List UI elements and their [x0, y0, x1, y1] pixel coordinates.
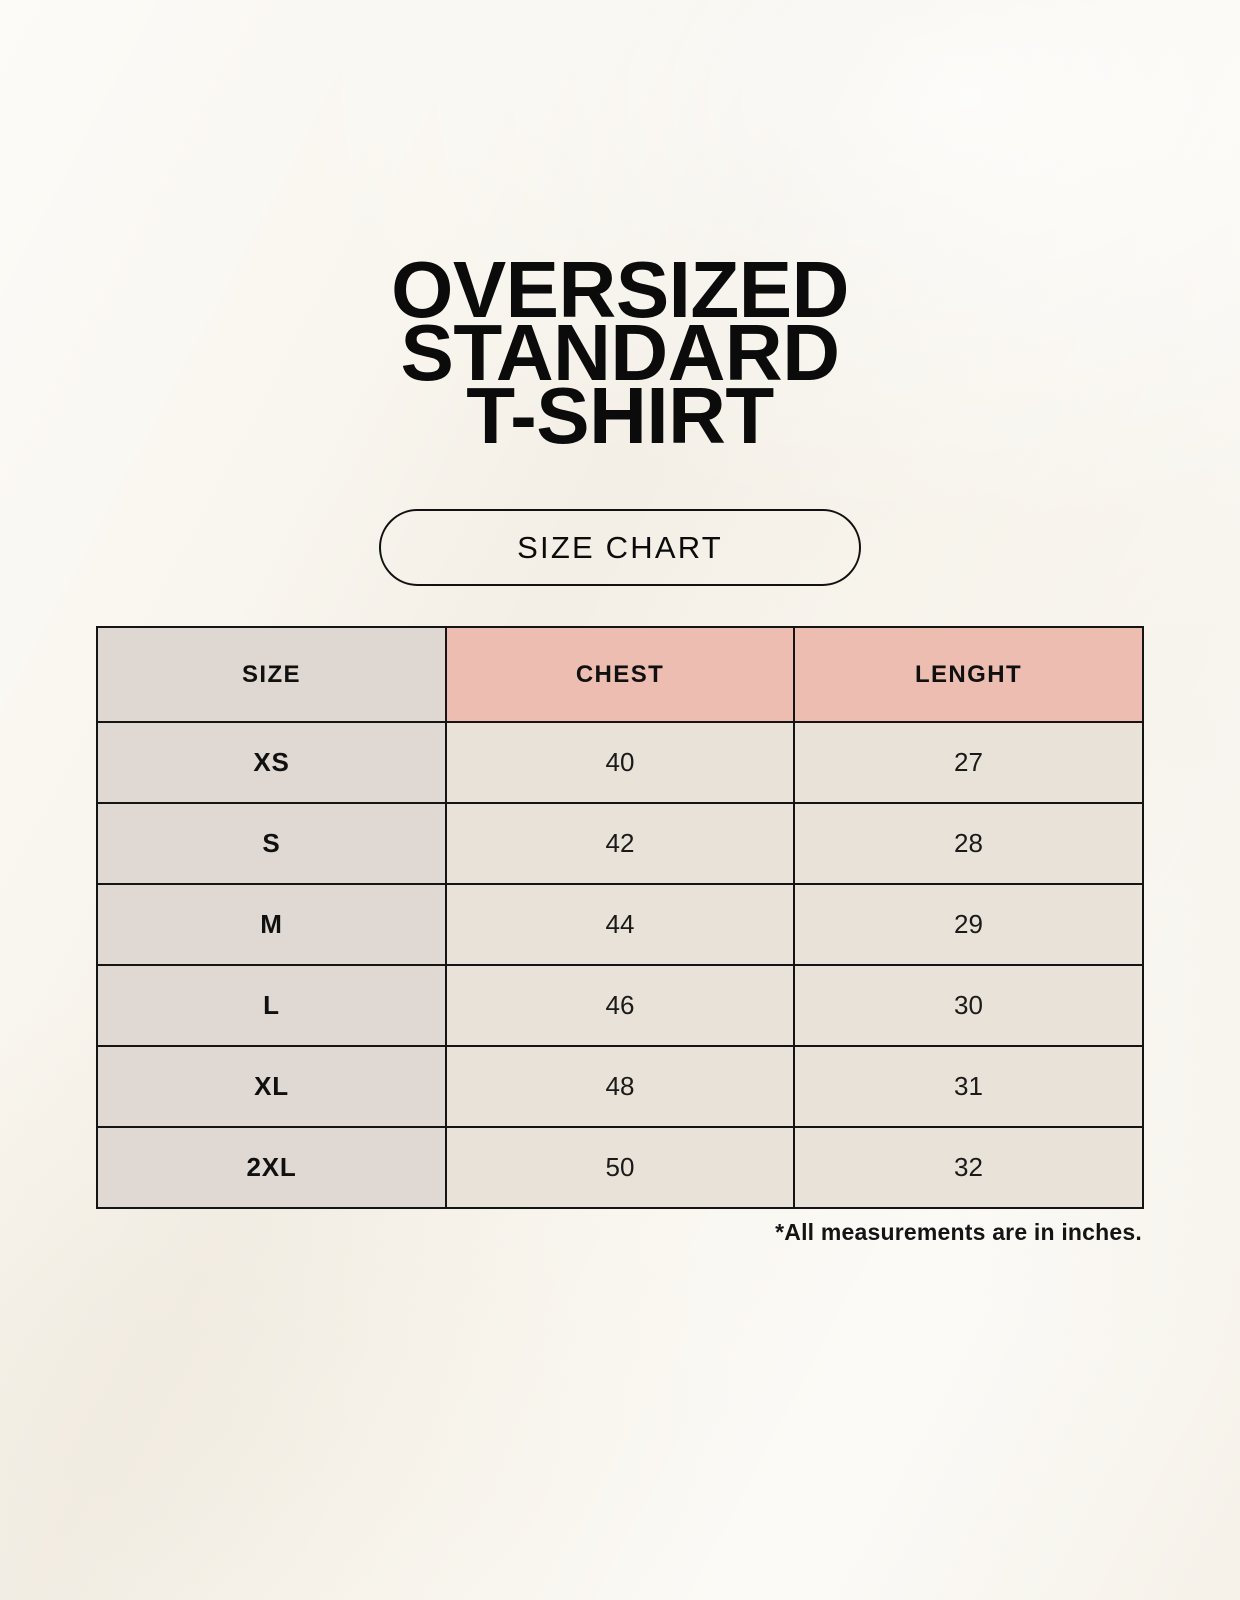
table-row: XS 40 27	[96, 721, 1144, 804]
column-header-size: SIZE	[96, 626, 447, 723]
table-row: 2XL 50 32	[96, 1126, 1144, 1209]
cell-length: 29	[793, 883, 1144, 966]
size-chart-badge-container: SIZE CHART	[0, 509, 1240, 586]
cell-size: XS	[96, 721, 447, 804]
cell-chest: 44	[445, 883, 795, 966]
table-row: S 42 28	[96, 802, 1144, 885]
measurements-footnote: *All measurements are in inches.	[775, 1219, 1142, 1245]
page-title: OVERSIZED STANDARD T-SHIRT	[0, 245, 1240, 460]
size-table-header: SIZE CHEST LENGHT	[96, 626, 1144, 723]
table-row: M 44 29	[96, 883, 1144, 966]
column-header-chest: CHEST	[445, 626, 795, 723]
cell-size: XL	[96, 1045, 447, 1128]
size-table-body: XS 40 27 S 42 28 M 44 29 L 46 30	[96, 721, 1144, 1209]
cell-chest: 46	[445, 964, 795, 1047]
cell-length: 30	[793, 964, 1144, 1047]
title-line-3: T-SHIRT	[466, 371, 774, 460]
cell-size: M	[96, 883, 447, 966]
cell-chest: 42	[445, 802, 795, 885]
cell-size: S	[96, 802, 447, 885]
cell-chest: 40	[445, 721, 795, 804]
table-header-row: SIZE CHEST LENGHT	[96, 626, 1144, 723]
table-row: L 46 30	[96, 964, 1144, 1047]
cell-length: 27	[793, 721, 1144, 804]
column-header-length: LENGHT	[793, 626, 1144, 723]
size-table: SIZE CHEST LENGHT XS 40 27 S 42 28 M	[96, 626, 1144, 1209]
size-chart-badge: SIZE CHART	[379, 509, 861, 586]
cell-length: 31	[793, 1045, 1144, 1128]
cell-length: 28	[793, 802, 1144, 885]
cell-chest: 50	[445, 1126, 795, 1209]
cell-size: 2XL	[96, 1126, 447, 1209]
cell-length: 32	[793, 1126, 1144, 1209]
title-line-1: OVERSIZED	[391, 245, 849, 334]
cell-size: L	[96, 964, 447, 1047]
size-table-container: SIZE CHEST LENGHT XS 40 27 S 42 28 M	[96, 626, 1144, 1209]
table-row: XL 48 31	[96, 1045, 1144, 1128]
cell-chest: 48	[445, 1045, 795, 1128]
title-line-2: STANDARD	[400, 308, 840, 397]
